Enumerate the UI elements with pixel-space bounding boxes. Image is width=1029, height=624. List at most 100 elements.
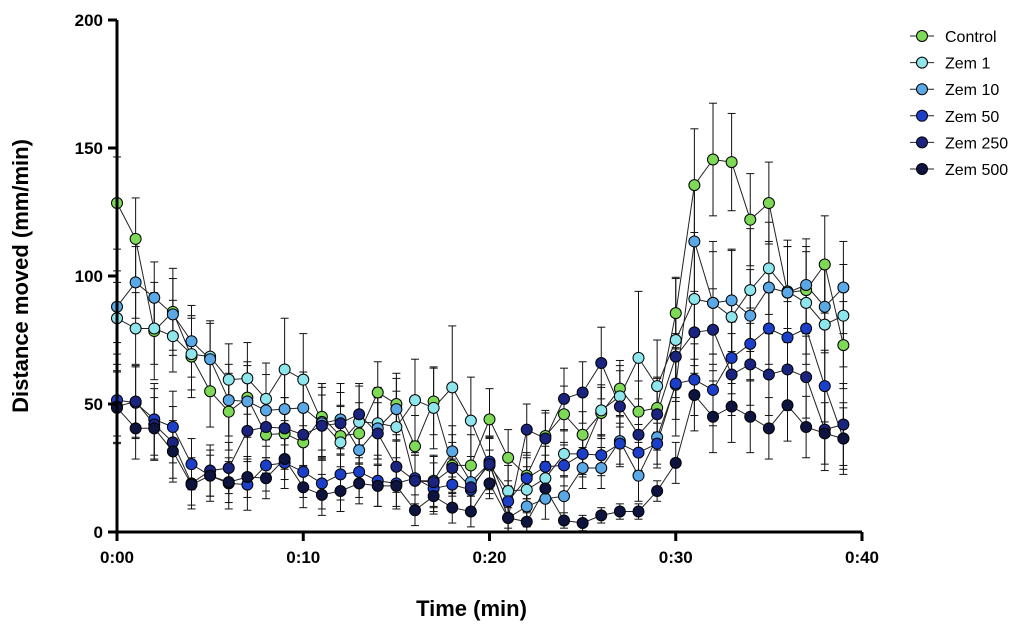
legend-label: Zem 1 <box>945 56 990 73</box>
data-point <box>222 394 235 407</box>
data-point <box>539 432 552 445</box>
data-point <box>576 386 589 399</box>
series-lines <box>116 158 844 524</box>
data-point <box>651 485 664 498</box>
data-point <box>576 428 589 441</box>
data-point <box>148 422 161 435</box>
data-point <box>818 258 831 271</box>
data-point <box>278 422 291 435</box>
data-point <box>762 281 775 294</box>
data-point <box>334 485 347 498</box>
data-point <box>353 427 366 440</box>
data-point <box>613 505 626 518</box>
legend-label: Control <box>945 29 997 46</box>
data-point <box>707 383 719 396</box>
data-point <box>762 322 775 335</box>
data-point <box>688 373 701 386</box>
legend-item: Zem 50 <box>910 109 999 126</box>
data-point <box>371 386 384 399</box>
data-point <box>632 505 645 518</box>
data-point <box>632 405 645 418</box>
legend-item: Zem 500 <box>910 162 1008 179</box>
data-point <box>241 395 254 408</box>
data-point <box>409 474 421 487</box>
data-point <box>371 479 384 492</box>
data-point <box>315 477 328 490</box>
legend-marker <box>916 83 928 96</box>
series-line-zem-10 <box>116 241 844 519</box>
data-point <box>762 262 775 275</box>
data-point <box>409 394 421 407</box>
data-point <box>353 465 366 478</box>
data-point <box>260 421 272 434</box>
y-axis-ticks: 0 50 100 150 200 <box>75 11 117 542</box>
data-point <box>297 428 310 441</box>
data-point <box>241 372 254 385</box>
data-point <box>166 421 179 434</box>
data-point <box>315 488 328 501</box>
legend-marker <box>916 163 928 175</box>
data-point <box>464 481 477 494</box>
data-point <box>781 331 794 344</box>
data-point <box>166 445 179 458</box>
data-point <box>241 470 254 483</box>
data-point <box>427 476 440 489</box>
data-point <box>353 408 366 421</box>
data-point <box>707 153 719 166</box>
legend-label: Zem 50 <box>945 109 999 126</box>
x-tick-label: 0:20 <box>472 548 506 567</box>
legend-marker <box>916 56 928 69</box>
data-point <box>502 495 515 508</box>
data-point <box>576 447 589 460</box>
data-point <box>409 504 421 517</box>
data-point <box>688 235 701 248</box>
data-point <box>744 337 757 350</box>
data-point <box>800 296 813 309</box>
legend-label: Zem 10 <box>945 82 999 99</box>
data-point <box>390 421 403 434</box>
data-point <box>520 423 533 436</box>
data-point <box>595 509 608 522</box>
data-point <box>166 330 179 343</box>
data-point <box>353 477 366 490</box>
data-point <box>669 456 682 469</box>
data-point <box>260 459 272 472</box>
data-point <box>539 460 552 473</box>
data-point <box>520 500 533 513</box>
data-point <box>278 363 291 376</box>
data-point <box>837 281 850 294</box>
data-point <box>241 424 254 437</box>
legend-item: Zem 1 <box>910 56 990 73</box>
data-point <box>539 482 552 495</box>
data-point <box>837 432 850 445</box>
data-point <box>390 403 403 416</box>
y-axis-title: Distance moved (mm/min) <box>8 139 33 413</box>
data-point <box>539 492 552 505</box>
data-point <box>483 477 496 490</box>
data-point <box>520 515 533 528</box>
data-point <box>334 417 347 430</box>
data-point <box>464 459 477 472</box>
data-point <box>222 476 235 489</box>
x-tick-label: 0:30 <box>659 548 693 567</box>
data-point <box>651 437 664 450</box>
data-point <box>502 511 515 524</box>
data-point <box>464 414 477 427</box>
data-point <box>781 286 794 299</box>
data-point <box>837 339 850 352</box>
data-point <box>725 156 738 169</box>
data-point <box>781 363 794 376</box>
data-point <box>707 296 719 309</box>
data-point <box>483 413 496 426</box>
data-point <box>129 276 142 289</box>
data-point <box>222 462 235 474</box>
y-tick-label: 50 <box>84 395 103 414</box>
data-point <box>632 428 645 441</box>
data-point <box>613 400 626 413</box>
series-line-zem-500 <box>116 393 844 524</box>
data-point <box>129 232 142 245</box>
data-point <box>595 462 608 474</box>
data-point <box>148 322 161 335</box>
x-tick-label: 0:10 <box>286 548 320 567</box>
